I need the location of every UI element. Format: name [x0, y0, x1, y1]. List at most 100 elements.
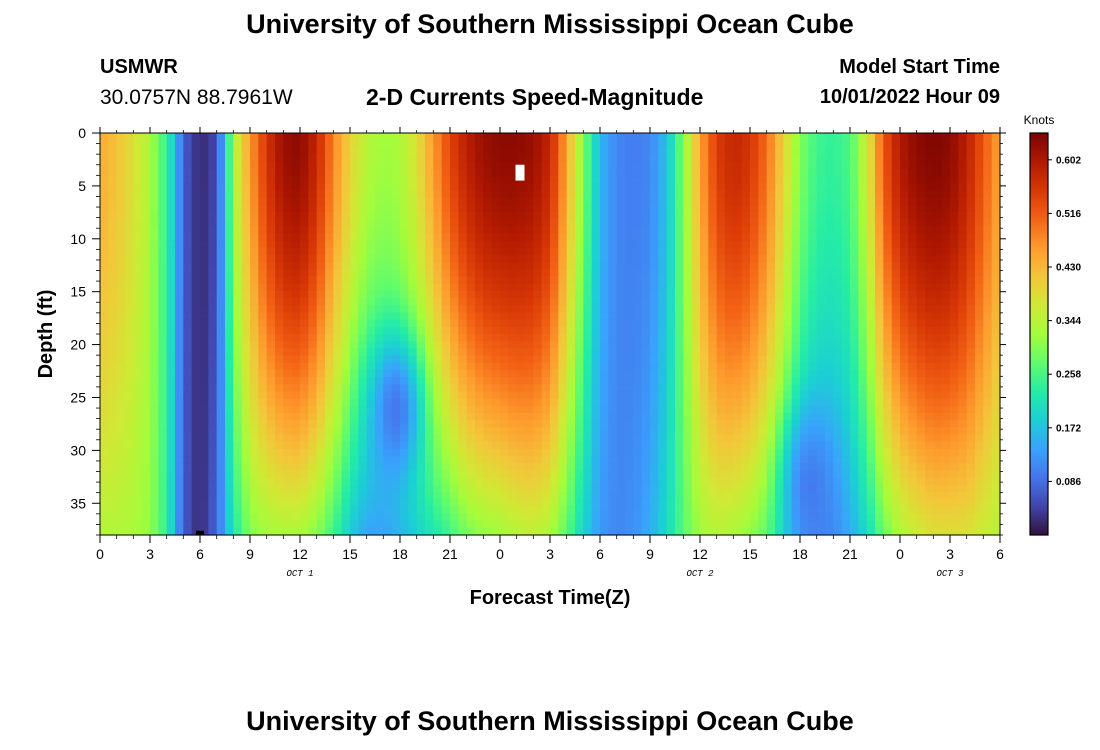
heatmap-cell: [250, 506, 259, 515]
heatmap-cell: [350, 412, 359, 421]
heatmap-cell: [533, 283, 543, 292]
heatmap-cell: [683, 176, 693, 184]
heatmap-cell: [500, 168, 509, 177]
heatmap-cell: [583, 506, 593, 515]
heatmap-cell: [741, 348, 751, 357]
heatmap-cell: [283, 420, 293, 428]
heatmap-cell: [833, 448, 843, 457]
heatmap-cell: [225, 434, 234, 443]
heatmap-cell: [650, 405, 659, 414]
heatmap-cell: [116, 412, 126, 421]
heatmap-cell: [675, 484, 684, 493]
heatmap-cell: [325, 362, 334, 371]
heatmap-cell: [125, 405, 134, 414]
heatmap-cell: [108, 499, 118, 507]
heatmap-cell: [800, 140, 809, 148]
heatmap-cell: [825, 477, 834, 486]
heatmap-cell: [833, 219, 843, 227]
heatmap-cell: [741, 506, 751, 515]
heatmap-cell: [500, 247, 509, 256]
heatmap-cell: [433, 312, 443, 321]
heatmap-cell: [625, 290, 634, 299]
heatmap-cell: [791, 506, 801, 515]
heatmap-cell: [816, 506, 826, 515]
heatmap-cell: [766, 168, 776, 177]
heatmap-cell: [616, 140, 626, 148]
heatmap-cell: [216, 434, 226, 443]
heatmap-cell: [408, 506, 418, 515]
heatmap-cell: [533, 470, 543, 479]
heatmap-cell: [150, 183, 159, 192]
heatmap-cell: [825, 520, 834, 529]
heatmap-cell: [500, 427, 509, 436]
heatmap-cell: [633, 298, 643, 306]
heatmap-cell: [683, 448, 693, 457]
heatmap-cell: [675, 369, 684, 378]
heatmap-cell: [475, 240, 484, 249]
heatmap-cell: [158, 269, 168, 278]
heatmap-cell: [625, 456, 634, 464]
heatmap-cell: [233, 434, 243, 443]
heatmap-cell: [241, 348, 251, 357]
heatmap-cell: [716, 161, 726, 170]
heatmap-cell: [400, 334, 409, 342]
heatmap-cell: [316, 470, 326, 479]
heatmap-cell: [491, 499, 501, 507]
heatmap-cell: [766, 456, 776, 464]
heatmap-cell: [175, 427, 184, 436]
heatmap-cell: [725, 391, 734, 400]
heatmap-cell: [516, 283, 526, 292]
heatmap-cell: [800, 384, 809, 393]
heatmap-cell: [158, 369, 168, 378]
heatmap-cell: [175, 477, 184, 486]
heatmap-cell: [341, 161, 351, 170]
heatmap-cell: [258, 168, 268, 177]
heatmap-cell: [225, 161, 234, 170]
heatmap-cell: [475, 420, 484, 428]
heatmap-cell: [441, 247, 451, 256]
heatmap-cell: [575, 391, 584, 400]
heatmap-cell: [433, 391, 443, 400]
heatmap-cell: [116, 197, 126, 206]
heatmap-cell: [441, 334, 451, 342]
heatmap-cell: [733, 326, 743, 335]
heatmap-cell: [716, 262, 726, 270]
heatmap-cell: [466, 477, 476, 486]
heatmap-cell: [741, 305, 751, 314]
heatmap-cell: [175, 520, 184, 529]
heatmap-cell: [416, 499, 426, 507]
heatmap-cell: [450, 456, 459, 464]
heatmap-cell: [650, 305, 659, 314]
heatmap-cell: [658, 434, 668, 443]
heatmap-cell: [816, 420, 826, 428]
heatmap-cell: [125, 448, 134, 457]
heatmap-cell: [216, 233, 226, 242]
heatmap-cell: [341, 477, 351, 486]
heatmap-cell: [500, 491, 509, 500]
heatmap-cell: [783, 448, 793, 457]
heatmap-cell: [550, 513, 559, 522]
heatmap-cell: [458, 369, 468, 378]
heatmap-cell: [691, 326, 701, 335]
heatmap-cell: [358, 477, 368, 486]
heatmap-cell: [558, 434, 568, 443]
heatmap-cell: [800, 312, 809, 321]
heatmap-cell: [100, 298, 109, 306]
heatmap-cell: [258, 527, 268, 536]
heatmap-cell: [250, 341, 259, 349]
heatmap-cell: [125, 456, 134, 464]
heatmap-cell: [833, 133, 843, 141]
heatmap-cell: [533, 434, 543, 443]
heatmap-cell: [825, 326, 834, 335]
heatmap-cell: [325, 506, 334, 515]
heatmap-cell: [625, 226, 634, 235]
heatmap-cell: [491, 405, 501, 414]
heatmap-cell: [225, 290, 234, 299]
heatmap-cell: [475, 334, 484, 342]
heatmap-cell: [133, 197, 143, 206]
heatmap-cell: [675, 527, 684, 536]
heatmap-cell: [633, 334, 643, 342]
heatmap-cell: [333, 341, 343, 349]
heatmap-cell: [208, 247, 218, 256]
heatmap-cell: [400, 247, 409, 256]
